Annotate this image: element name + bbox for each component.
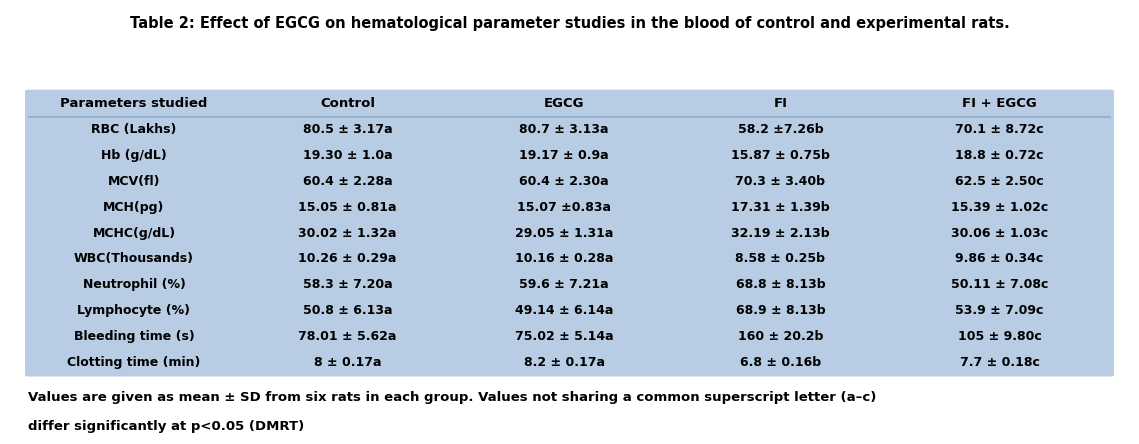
Text: WBC(Thousands): WBC(Thousands) (74, 253, 194, 266)
Text: 80.7 ± 3.13a: 80.7 ± 3.13a (519, 123, 609, 136)
Text: MCH(pg): MCH(pg) (104, 201, 165, 214)
Text: 8.58 ± 0.25b: 8.58 ± 0.25b (736, 253, 826, 266)
Text: 50.11 ± 7.08c: 50.11 ± 7.08c (951, 278, 1048, 291)
Text: 19.30 ± 1.0a: 19.30 ± 1.0a (303, 149, 393, 162)
Text: 60.4 ± 2.30a: 60.4 ± 2.30a (519, 175, 609, 188)
Text: 50.8 ± 6.13a: 50.8 ± 6.13a (303, 304, 393, 317)
Text: 15.87 ± 0.75b: 15.87 ± 0.75b (731, 149, 830, 162)
Text: 75.02 ± 5.14a: 75.02 ± 5.14a (515, 330, 614, 343)
Text: 15.05 ± 0.81a: 15.05 ± 0.81a (298, 201, 396, 214)
Text: 70.1 ± 8.72c: 70.1 ± 8.72c (956, 123, 1044, 136)
Text: 17.31 ± 1.39b: 17.31 ± 1.39b (731, 201, 830, 214)
Text: 59.6 ± 7.21a: 59.6 ± 7.21a (519, 278, 609, 291)
Text: 160 ± 20.2b: 160 ± 20.2b (738, 330, 823, 343)
Text: 49.14 ± 6.14a: 49.14 ± 6.14a (515, 304, 613, 317)
Text: 62.5 ± 2.50c: 62.5 ± 2.50c (956, 175, 1044, 188)
Text: 10.16 ± 0.28a: 10.16 ± 0.28a (515, 253, 613, 266)
Text: 30.06 ± 1.03c: 30.06 ± 1.03c (951, 226, 1048, 240)
Text: Parameters studied: Parameters studied (60, 97, 207, 111)
Text: 68.9 ± 8.13b: 68.9 ± 8.13b (736, 304, 826, 317)
Text: EGCG: EGCG (543, 97, 584, 111)
Text: 32.19 ± 2.13b: 32.19 ± 2.13b (731, 226, 830, 240)
Text: 70.3 ± 3.40b: 70.3 ± 3.40b (736, 175, 826, 188)
Text: 18.8 ± 0.72c: 18.8 ± 0.72c (956, 149, 1043, 162)
Text: Hb (g/dL): Hb (g/dL) (101, 149, 166, 162)
Text: 15.07 ±0.83a: 15.07 ±0.83a (517, 201, 612, 214)
Text: 6.8 ± 0.16b: 6.8 ± 0.16b (740, 356, 821, 369)
Text: Control: Control (320, 97, 375, 111)
Text: FI: FI (773, 97, 787, 111)
Text: 80.5 ± 3.17a: 80.5 ± 3.17a (303, 123, 393, 136)
Text: MCHC(g/dL): MCHC(g/dL) (92, 226, 175, 240)
Text: 30.02 ± 1.32a: 30.02 ± 1.32a (298, 226, 396, 240)
Text: 10.26 ± 0.29a: 10.26 ± 0.29a (298, 253, 396, 266)
Text: Clotting time (min): Clotting time (min) (67, 356, 200, 369)
Text: differ significantly at p<0.05 (DMRT): differ significantly at p<0.05 (DMRT) (28, 420, 305, 433)
Text: RBC (Lakhs): RBC (Lakhs) (91, 123, 177, 136)
Text: Table 2: Effect of EGCG on hematological parameter studies in the blood of contr: Table 2: Effect of EGCG on hematological… (130, 16, 1009, 31)
Text: FI + EGCG: FI + EGCG (962, 97, 1036, 111)
Text: 9.86 ± 0.34c: 9.86 ± 0.34c (956, 253, 1043, 266)
Text: 53.9 ± 7.09c: 53.9 ± 7.09c (956, 304, 1043, 317)
Text: 58.2 ±7.26b: 58.2 ±7.26b (738, 123, 823, 136)
Text: 58.3 ± 7.20a: 58.3 ± 7.20a (303, 278, 393, 291)
Text: 8 ± 0.17a: 8 ± 0.17a (314, 356, 382, 369)
Text: 19.17 ± 0.9a: 19.17 ± 0.9a (519, 149, 609, 162)
Text: Neutrophil (%): Neutrophil (%) (82, 278, 186, 291)
Text: 68.8 ± 8.13b: 68.8 ± 8.13b (736, 278, 826, 291)
Text: 29.05 ± 1.31a: 29.05 ± 1.31a (515, 226, 613, 240)
Text: 15.39 ± 1.02c: 15.39 ± 1.02c (951, 201, 1048, 214)
Text: Values are given as mean ± SD from six rats in each group. Values not sharing a : Values are given as mean ± SD from six r… (28, 391, 877, 404)
Text: 78.01 ± 5.62a: 78.01 ± 5.62a (298, 330, 396, 343)
Text: 8.2 ± 0.17a: 8.2 ± 0.17a (524, 356, 605, 369)
Text: Lymphocyte (%): Lymphocyte (%) (77, 304, 190, 317)
Text: 60.4 ± 2.28a: 60.4 ± 2.28a (303, 175, 393, 188)
Text: Bleeding time (s): Bleeding time (s) (74, 330, 195, 343)
Text: 105 ± 9.80c: 105 ± 9.80c (958, 330, 1041, 343)
Text: 7.7 ± 0.18c: 7.7 ± 0.18c (960, 356, 1040, 369)
Text: MCV(fl): MCV(fl) (108, 175, 161, 188)
